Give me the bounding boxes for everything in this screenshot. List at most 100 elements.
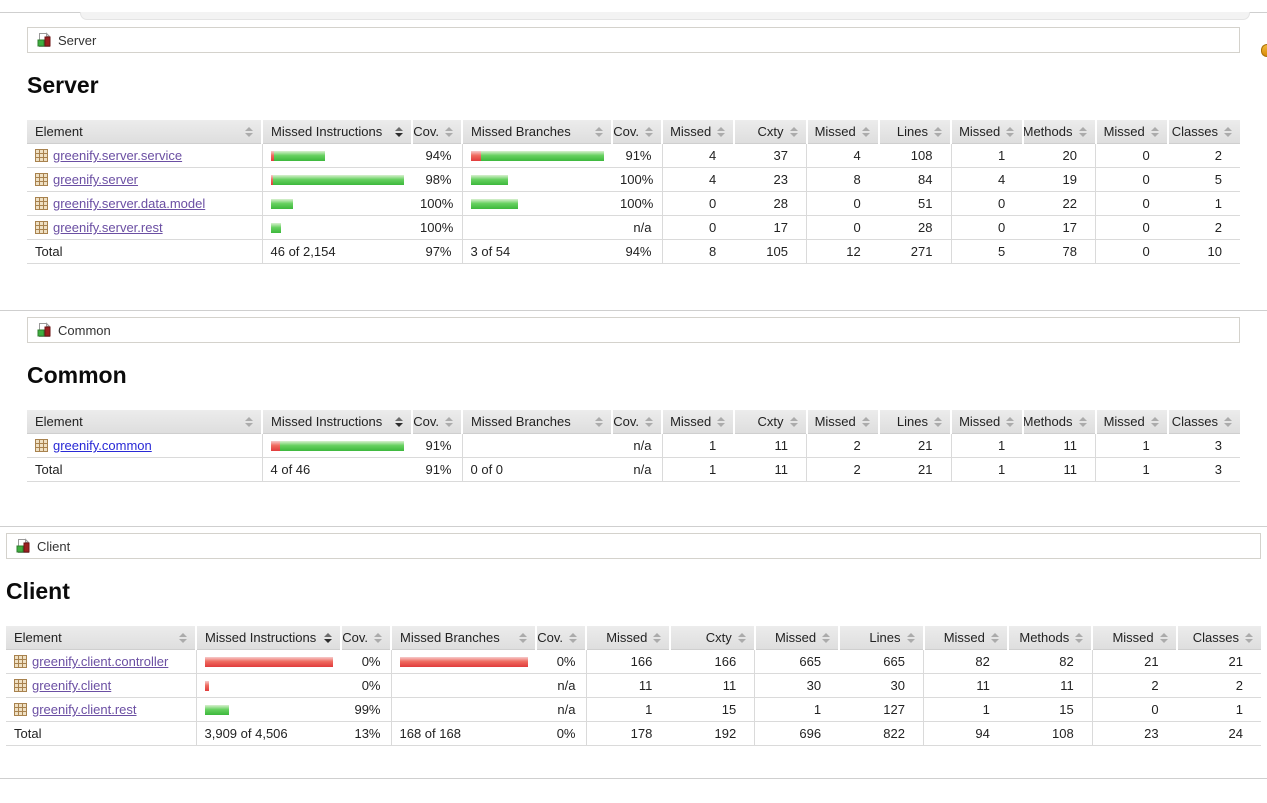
- col-instructions-cov[interactable]: Cov.: [411, 120, 462, 144]
- col-element[interactable]: Element: [6, 626, 196, 650]
- branches-bar-cell: [461, 167, 612, 192]
- package-icon: [35, 149, 48, 162]
- col-missed-instructions[interactable]: Missed Instructions: [261, 120, 412, 144]
- missed-classes: 0: [1094, 143, 1168, 168]
- package-icon: [14, 679, 27, 692]
- col-missed-cxty[interactable]: Missed: [660, 120, 735, 144]
- sort-icon: [1150, 416, 1159, 427]
- lines: 822: [839, 721, 924, 746]
- col-missed-methods[interactable]: Missed: [949, 120, 1024, 144]
- element-cell: greenify.common: [27, 433, 262, 458]
- missed-cxty: 1: [585, 697, 671, 722]
- col-element[interactable]: Element: [27, 410, 262, 434]
- col-branches-cov[interactable]: Cov.: [611, 410, 662, 434]
- missed-classes: 1: [1094, 433, 1168, 458]
- missed-lines: 0: [805, 191, 879, 216]
- col-missed-lines[interactable]: Missed: [805, 410, 879, 434]
- missed-methods: 1: [950, 433, 1024, 458]
- col-lines[interactable]: Lines: [877, 120, 951, 144]
- col-cxty[interactable]: Cxty: [669, 626, 755, 650]
- col-missed-cxty[interactable]: Missed: [584, 626, 671, 650]
- branches-bar-cell: [390, 649, 536, 674]
- sort-icon: [1006, 416, 1015, 427]
- sort-icon: [595, 126, 603, 137]
- package-link[interactable]: greenify.common: [53, 438, 152, 453]
- col-missed-instructions[interactable]: Missed Instructions: [261, 410, 412, 434]
- page-title: Server: [27, 72, 99, 98]
- col-missed-lines[interactable]: Missed: [753, 626, 840, 650]
- total-branches-cov: 0%: [536, 721, 586, 746]
- col-classes[interactable]: Classes: [1166, 410, 1240, 434]
- col-missed-branches[interactable]: Missed Branches: [461, 120, 612, 144]
- col-missed-classes[interactable]: Missed: [1094, 120, 1168, 144]
- missed-cxty: 0: [661, 191, 735, 216]
- methods: 19: [1023, 167, 1096, 192]
- col-missed-classes[interactable]: Missed: [1094, 410, 1168, 434]
- sort-icon: [245, 416, 253, 427]
- col-missed-lines[interactable]: Missed: [805, 120, 879, 144]
- missed-cxty: 8: [661, 239, 735, 264]
- missed-lines: 1: [754, 697, 840, 722]
- total-instructions-cov: 13%: [341, 721, 391, 746]
- coverage-bar: [471, 223, 605, 233]
- col-branches-cov[interactable]: Cov.: [611, 120, 662, 144]
- element-cell: greenify.server.service: [27, 143, 262, 168]
- total-instructions-cov: 91%: [412, 457, 462, 482]
- methods: 78: [1023, 239, 1096, 264]
- col-instructions-cov[interactable]: Cov.: [340, 626, 391, 650]
- package-link[interactable]: greenify.server: [53, 172, 139, 187]
- table-row: greenify.server.rest 100% n/a 0 17 0 28 …: [27, 215, 1240, 240]
- lines: 21: [878, 457, 951, 482]
- col-cxty[interactable]: Cxty: [733, 120, 807, 144]
- section-common: Common Common Element Missed Instruction…: [0, 311, 1267, 526]
- col-classes[interactable]: Classes: [1175, 626, 1261, 650]
- cxty: 37: [734, 143, 807, 168]
- col-lines[interactable]: Lines: [877, 410, 951, 434]
- col-element[interactable]: Element: [27, 120, 262, 144]
- missed-classes: 0: [1094, 191, 1168, 216]
- instructions-coverage: 91%: [412, 433, 462, 458]
- instructions-bar-cell: [261, 143, 412, 168]
- col-missed-methods[interactable]: Missed: [922, 626, 1008, 650]
- branches-bar-cell: [390, 673, 536, 698]
- package-link[interactable]: greenify.client: [32, 678, 112, 693]
- col-classes[interactable]: Classes: [1166, 120, 1240, 144]
- branches-coverage: n/a: [536, 673, 586, 698]
- col-methods[interactable]: Methods: [1022, 410, 1096, 434]
- classes: 2: [1176, 673, 1261, 698]
- col-missed-instructions[interactable]: Missed Instructions: [195, 626, 341, 650]
- sort-icon: [717, 126, 726, 137]
- total-label: Total: [27, 239, 262, 264]
- missed-methods: 1: [922, 697, 1008, 722]
- instructions-bar-cell: [261, 167, 412, 192]
- package-link[interactable]: greenify.server.data.model: [53, 196, 206, 211]
- col-missed-classes[interactable]: Missed: [1091, 626, 1177, 650]
- col-cxty[interactable]: Cxty: [733, 410, 807, 434]
- total-instructions: 3,909 of 4,506: [195, 721, 341, 746]
- instructions-bar-cell: [195, 649, 341, 674]
- instructions-bar-cell: [195, 673, 341, 698]
- branches-coverage: n/a: [612, 433, 662, 458]
- col-missed-cxty[interactable]: Missed: [660, 410, 735, 434]
- missed-lines: 12: [805, 239, 879, 264]
- col-missed-branches[interactable]: Missed Branches: [461, 410, 612, 434]
- package-link[interactable]: greenify.server.rest: [53, 220, 163, 235]
- coverage-bar: [270, 150, 405, 161]
- methods: 11: [1007, 673, 1093, 698]
- col-branches-cov[interactable]: Cov.: [535, 626, 586, 650]
- col-lines[interactable]: Lines: [838, 626, 924, 650]
- sort-icon: [374, 632, 382, 643]
- missed-classes: 1: [1094, 457, 1168, 482]
- package-link[interactable]: greenify.client.controller: [32, 654, 169, 669]
- section-client: Client Client Element Missed Instruction…: [0, 527, 1267, 778]
- col-instructions-cov[interactable]: Cov.: [411, 410, 462, 434]
- col-methods[interactable]: Methods: [1006, 626, 1093, 650]
- session-clock-icon[interactable]: [1261, 44, 1267, 57]
- col-missed-branches[interactable]: Missed Branches: [390, 626, 536, 650]
- package-link[interactable]: greenify.server.service: [53, 148, 183, 163]
- instructions-bar-cell: [261, 215, 412, 240]
- package-link[interactable]: greenify.client.rest: [32, 702, 137, 717]
- col-missed-methods[interactable]: Missed: [949, 410, 1024, 434]
- col-methods[interactable]: Methods: [1022, 120, 1096, 144]
- total-instructions-cov: 97%: [412, 239, 462, 264]
